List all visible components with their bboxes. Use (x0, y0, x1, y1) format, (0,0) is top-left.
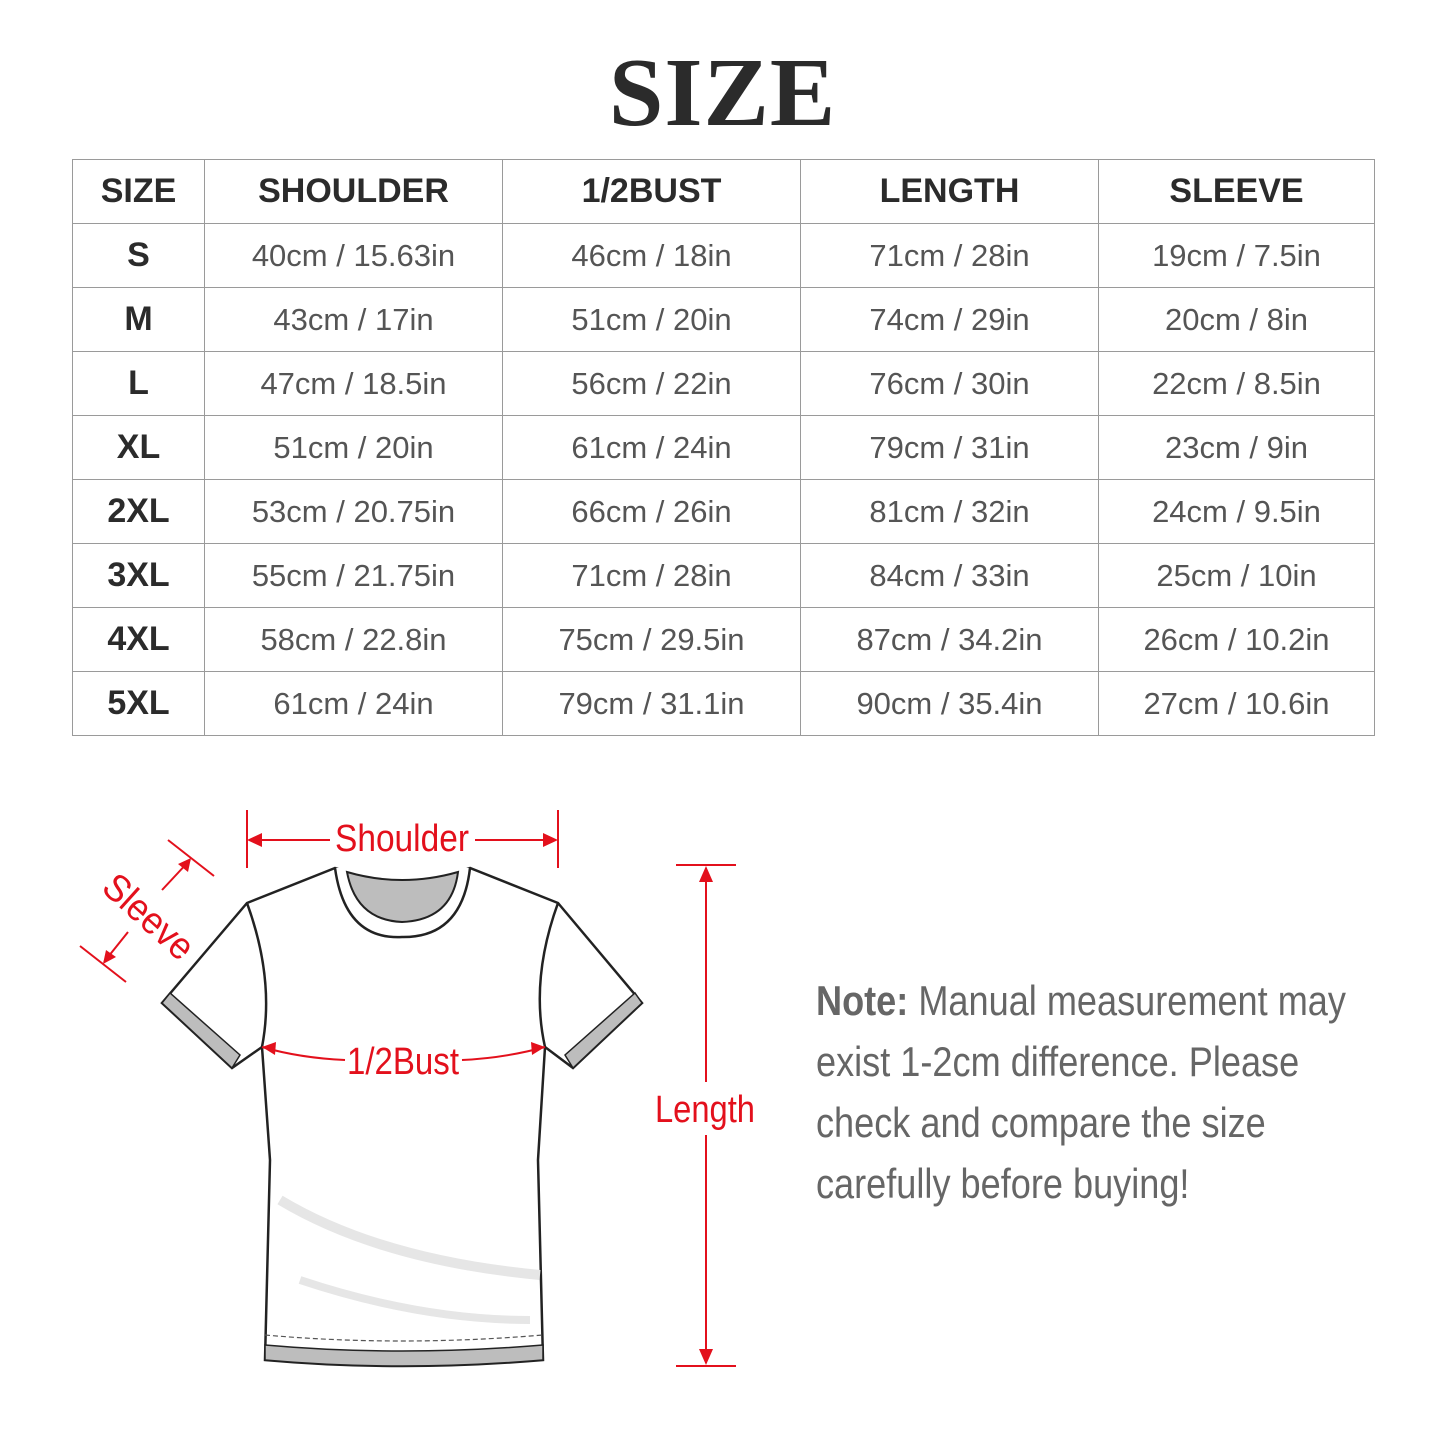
measurement-cell: 79cm / 31in (800, 415, 1099, 480)
measurement-cell: 43cm / 17in (204, 287, 503, 352)
measurement-cell: 40cm / 15.63in (204, 223, 503, 288)
size-cell: 2XL (72, 479, 205, 544)
size-cell: 3XL (72, 543, 205, 608)
tshirt-diagram: Shoulder Sleeve 1/2Bust Length (79, 810, 755, 1368)
measurement-cell: 84cm / 33in (800, 543, 1099, 608)
measurement-cell: 61cm / 24in (204, 671, 503, 736)
measurement-cell: 56cm / 22in (502, 351, 801, 416)
column-header: LENGTH (800, 159, 1099, 224)
measurement-cell: 76cm / 30in (800, 351, 1099, 416)
table-row: XL 51cm / 20in 61cm / 24in 79cm / 31in 23cm … (72, 415, 1375, 480)
size-cell: 4XL (72, 607, 205, 672)
note-body: Manual measurement may exist 1-2cm diffe… (816, 977, 1346, 1207)
tshirt-outline (160, 866, 644, 1368)
page-title: SIZE (608, 39, 837, 147)
column-header: SHOULDER (204, 159, 503, 224)
measurement-cell: 51cm / 20in (204, 415, 503, 480)
measurement-cell: 71cm / 28in (800, 223, 1099, 288)
measurement-cell: 24cm / 9.5in (1098, 479, 1375, 544)
measurement-cell: 19cm / 7.5in (1098, 223, 1375, 288)
column-header: SIZE (72, 159, 205, 224)
table-row: S 40cm / 15.63in 46cm / 18in 71cm / 28in 19c… (72, 223, 1375, 288)
measurement-cell: 25cm / 10in (1098, 543, 1375, 608)
size-cell: 5XL (72, 671, 205, 736)
note-text: Note: Manual measurement may exist 1-2cm… (816, 970, 1366, 1214)
size-cell: L (72, 351, 205, 416)
size-cell: S (72, 223, 205, 288)
note-label: Note: (816, 977, 909, 1024)
measurement-cell: 79cm / 31.1in (502, 671, 801, 736)
measurement-cell: 75cm / 29.5in (502, 607, 801, 672)
measurement-cell: 61cm / 24in (502, 415, 801, 480)
measurement-cell: 58cm / 22.8in (204, 607, 503, 672)
measurement-cell: 26cm / 10.2in (1098, 607, 1375, 672)
measurement-cell: 71cm / 28in (502, 543, 801, 608)
measurement-cell: 81cm / 32in (800, 479, 1099, 544)
measurement-cell: 47cm / 18.5in (204, 351, 503, 416)
measurement-cell: 51cm / 20in (502, 287, 801, 352)
measurement-cell: 46cm / 18in (502, 223, 801, 288)
size-cell: XL (72, 415, 205, 480)
measurement-cell: 27cm / 10.6in (1098, 671, 1375, 736)
column-header: SLEEVE (1098, 159, 1375, 224)
length-label: Length (655, 1089, 755, 1131)
bust-label: 1/2Bust (347, 1041, 459, 1083)
table-row: 4XL 58cm / 22.8in 75cm / 29.5in 87cm / 34.2… (72, 607, 1375, 672)
measurement-cell: 53cm / 20.75in (204, 479, 503, 544)
column-header: 1/2BUST (502, 159, 801, 224)
measurement-cell: 90cm / 35.4in (800, 671, 1099, 736)
measurement-cell: 23cm / 9in (1098, 415, 1375, 480)
measurement-cell: 55cm / 21.75in (204, 543, 503, 608)
size-cell: M (72, 287, 205, 352)
table-row: L 47cm / 18.5in 56cm / 22in 76cm / 30in 22cm… (72, 351, 1375, 416)
measurement-cell: 20cm / 8in (1098, 287, 1375, 352)
measurement-cell: 74cm / 29in (800, 287, 1099, 352)
measurement-cell: 66cm / 26in (502, 479, 801, 544)
table-row: 3XL 55cm / 21.75in 71cm / 28in 84cm / 33in 2… (72, 543, 1375, 608)
measurement-cell: 22cm / 8.5in (1098, 351, 1375, 416)
table-header-row: SIZE SHOULDER 1/2BUST LENGTH SLEEVE (72, 159, 1375, 224)
table-row: 2XL 53cm / 20.75in 66cm / 26in 81cm / 32in 2… (72, 479, 1375, 544)
table-row: 5XL 61cm / 24in 79cm / 31.1in 90cm / 35.4in… (72, 671, 1375, 736)
shoulder-label: Shoulder (335, 818, 469, 860)
table-row: M 43cm / 17in 51cm / 20in 74cm / 29in 20cm /… (72, 287, 1375, 352)
size-table: SIZE SHOULDER 1/2BUST LENGTH SLEEVE S 40c… (72, 159, 1375, 736)
measurement-cell: 87cm / 34.2in (800, 607, 1099, 672)
